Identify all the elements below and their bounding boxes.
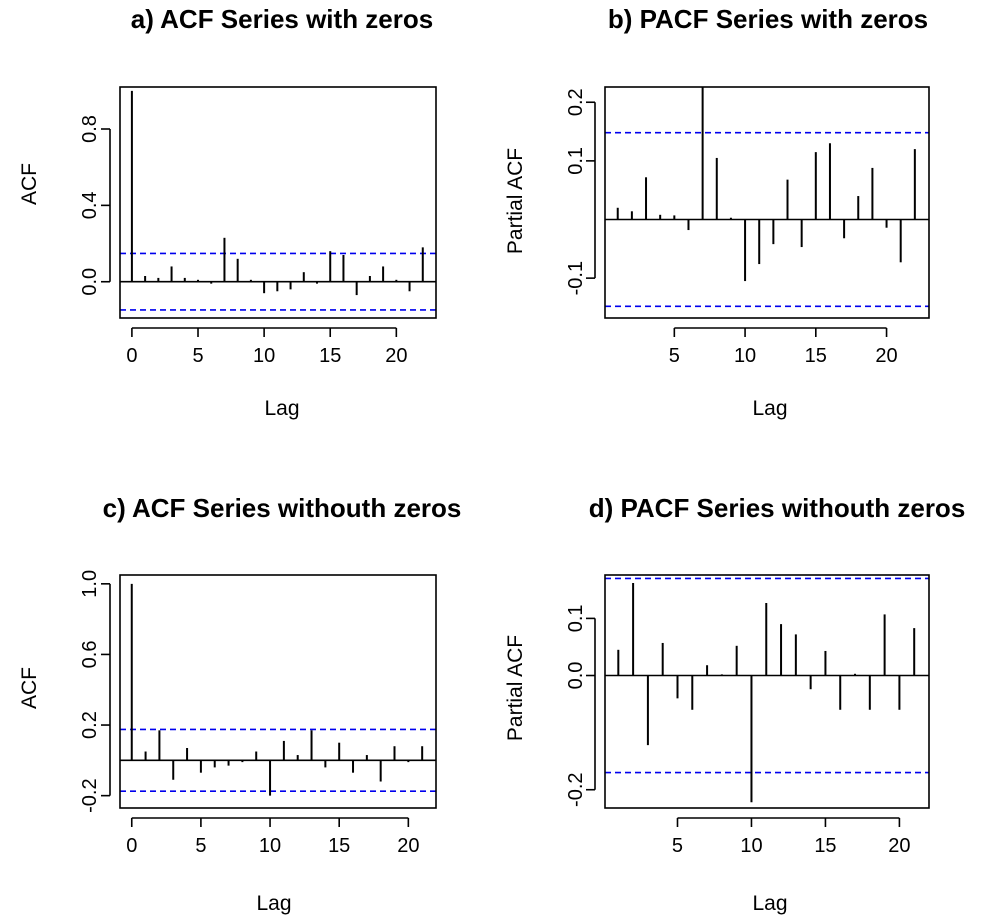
x-tick-label: 15 — [814, 835, 836, 857]
panel-d: d) PACF Series withouth zeros Partial AC… — [504, 493, 965, 915]
plot-0: 0 5 10 15 20 0.0 0.4 0.8 — [79, 86, 437, 367]
y-tick-label: 0.2 — [79, 711, 101, 739]
x-tick-label: 5 — [195, 835, 206, 857]
x-tick-label: 15 — [319, 345, 341, 367]
y-axis-label: ACF — [18, 667, 41, 709]
x-tick-label: 20 — [875, 345, 897, 367]
x-tick-label: 0 — [126, 345, 137, 367]
chart-title: b) PACF Series with zeros — [608, 4, 928, 34]
x-tick-label: 20 — [385, 345, 407, 367]
y-axis-label: ACF — [18, 163, 41, 205]
x-tick-label: 20 — [397, 835, 419, 857]
plot-frame — [604, 86, 930, 319]
chart-title: c) ACF Series withouth zeros — [103, 493, 462, 523]
y-tick-label: 0.1 — [565, 604, 587, 632]
x-tick-label: 15 — [805, 345, 827, 367]
y-tick-label: 0.0 — [565, 662, 587, 690]
y-axis-label: Partial ACF — [504, 635, 527, 741]
plot-3: 5 10 15 20 -0.2 0.0 0.1 — [565, 574, 930, 857]
panel-b: b) PACF Series with zeros Partial ACF La… — [504, 4, 928, 420]
panel-c: c) ACF Series withouth zeros ACF Lag — [18, 493, 461, 915]
plot-1: 5 10 15 20 -0.1 0.1 0.2 — [565, 86, 930, 367]
chart-title: a) ACF Series with zeros — [131, 4, 433, 34]
y-tick-label: 0.4 — [79, 191, 101, 219]
x-tick-label: 10 — [740, 835, 762, 857]
x-tick-label: 20 — [888, 835, 910, 857]
x-axis-label: Lag — [752, 397, 787, 420]
y-tick-label: -0.2 — [79, 778, 101, 812]
plot-frame — [119, 574, 437, 809]
y-tick-label: 0.1 — [565, 147, 587, 175]
chart-title: d) PACF Series withouth zeros — [589, 493, 966, 523]
y-tick-label: 0.8 — [79, 115, 101, 143]
x-axis-label: Lag — [256, 892, 291, 915]
y-tick-label: 0.0 — [79, 268, 101, 296]
x-axis-label: Lag — [752, 892, 787, 915]
x-tick-label: 5 — [192, 345, 203, 367]
x-tick-label: 5 — [672, 835, 683, 857]
x-tick-label: 10 — [734, 345, 756, 367]
x-tick-label: 15 — [328, 835, 350, 857]
y-tick-label: 0.6 — [79, 641, 101, 669]
y-tick-label: -0.1 — [565, 261, 587, 295]
panel-a: a) ACF Series with zeros ACF Lag — [18, 4, 433, 420]
x-tick-label: 0 — [126, 835, 137, 857]
y-axis-label: Partial ACF — [504, 148, 527, 254]
y-tick-label: 0.2 — [565, 88, 587, 116]
plot-frame — [604, 574, 930, 809]
x-tick-label: 10 — [253, 345, 275, 367]
plot-frame — [119, 86, 437, 319]
x-tick-label: 10 — [259, 835, 281, 857]
y-tick-label: 1.0 — [79, 570, 101, 598]
x-axis-label: Lag — [264, 397, 299, 420]
plot-2: 0 5 10 15 20 -0.2 0.2 0.6 1.0 — [79, 570, 437, 857]
x-tick-label: 5 — [669, 345, 680, 367]
y-tick-label: -0.2 — [565, 772, 587, 806]
